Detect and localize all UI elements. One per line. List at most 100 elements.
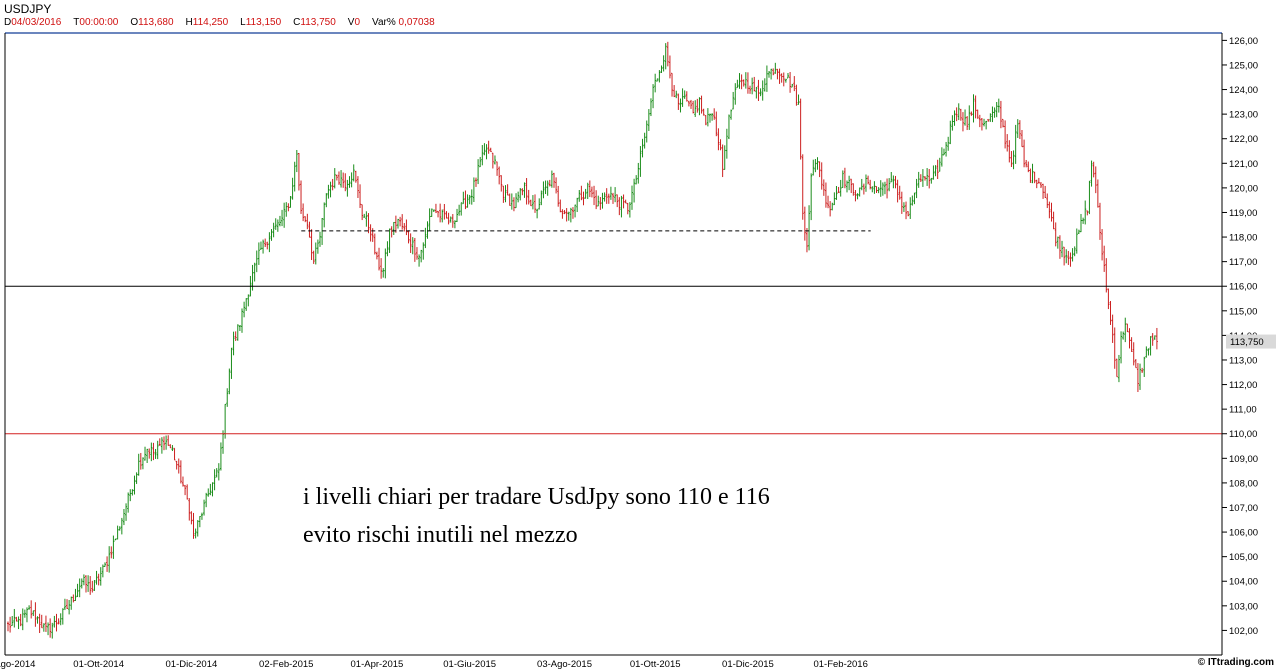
ohlc-bar (835, 185, 838, 200)
date-axis: 01-Ago-2014 01-Ott-2014 01-Dic-2014 02-Feb-… (0, 659, 868, 669)
ohlc-bar (401, 214, 404, 230)
ohlc-bar (789, 71, 792, 93)
ohlc-bar (869, 179, 872, 190)
ohlc-bar (297, 152, 300, 191)
ohlc-bar (1039, 181, 1042, 189)
ohlc-bar (114, 538, 117, 541)
ohlc-bar (985, 120, 988, 130)
x-tick-label: 01-Ott-2015 (630, 659, 681, 669)
ohlc-bar (1048, 201, 1051, 219)
ohlc-bar (55, 613, 58, 632)
ohlc-bar (394, 215, 397, 233)
ohlc-bar (567, 211, 570, 221)
ohlc-bar (649, 98, 652, 117)
ohlc-bar (167, 435, 170, 446)
ohlc-bar (616, 194, 619, 208)
ohlc-bar (314, 242, 317, 265)
ohlc-bar (215, 468, 218, 478)
ohlc-bar (293, 161, 296, 192)
chart-header: USDJPY D04/03/2016 T00:00:00 O113,680 H114,… (4, 2, 447, 29)
y-tick-label: 110,00 (1229, 429, 1257, 440)
ohlc-bar (1014, 124, 1017, 164)
ohlc-bar (369, 224, 372, 242)
ohlc-bar (1088, 180, 1091, 215)
ohlc-bar (1143, 356, 1146, 377)
ohlc-bar (87, 575, 90, 592)
ohlc-bar (945, 141, 948, 157)
ohlc-bar (708, 113, 711, 123)
ohlc-bar (217, 463, 220, 481)
ohlc-bar (506, 184, 509, 196)
ohlc-bar (930, 177, 933, 184)
ohlc-bar (327, 184, 330, 199)
ohlc-bar (1105, 258, 1108, 293)
ohlc-bar (900, 191, 903, 214)
ohlc-bar (694, 100, 697, 117)
ohlc-bar (344, 173, 347, 192)
x-tick-label: 01-Ott-2014 (73, 659, 124, 669)
ohlc-bar (112, 535, 115, 559)
ohlc-bar (456, 208, 459, 223)
ohlc-bar (512, 197, 515, 212)
ohlc-bar (321, 218, 324, 245)
ohlc-bar (1120, 331, 1123, 364)
ohlc-bar (858, 187, 861, 197)
ohlc-bar (181, 476, 184, 487)
ohlc-bar (312, 250, 315, 264)
y-tick-label: 124,00 (1229, 85, 1258, 96)
ohlc-bar (972, 94, 975, 123)
ohlc-bar (162, 436, 165, 451)
ohlc-bar (171, 445, 174, 452)
ohlc-bar (734, 83, 737, 105)
ohlc-bar (915, 178, 918, 199)
horizontal-levels (5, 230, 1222, 435)
ohlc-bar (664, 43, 667, 70)
ohlc-field: O113,680 (130, 17, 179, 28)
ohlc-bar (179, 460, 182, 484)
ohlc-bar (432, 209, 435, 212)
ohlc-bar (462, 191, 465, 205)
ohlc-bar (671, 72, 674, 97)
ohlc-bar (169, 444, 172, 449)
ohlc-bar (21, 608, 24, 631)
ohlc-bar (325, 193, 328, 208)
ohlc-bar (751, 77, 754, 95)
ohlc-bar (428, 208, 431, 231)
ohlc-bar (1037, 177, 1040, 184)
ohlc-bar (793, 76, 796, 92)
ohlc-bar (78, 578, 81, 598)
y-tick-label: 109,00 (1229, 454, 1258, 465)
ohlc-bar (681, 88, 684, 107)
ohlc-bar (1075, 228, 1078, 254)
ohlc-bar (133, 475, 136, 495)
y-tick-label: 125,00 (1229, 60, 1258, 71)
ohlc-bar (620, 195, 623, 218)
ohlc-bar (80, 578, 83, 589)
ohlc-bar (1008, 140, 1011, 163)
ohlc-bar (49, 618, 52, 638)
y-tick-label: 108,00 (1229, 478, 1258, 489)
ohlc-bar (36, 616, 39, 624)
ohlc-bar (677, 93, 680, 110)
ohlc-bar (1134, 359, 1137, 369)
ohlc-bar (150, 442, 153, 462)
ohlc-bar (1136, 363, 1139, 393)
ohlc-tag: T (73, 17, 80, 28)
ohlc-bar (1029, 168, 1032, 183)
ohlc-bar (590, 186, 593, 198)
ohlc-bar (704, 115, 707, 126)
ohlc-bar (879, 180, 882, 197)
ohlc-bar (354, 170, 357, 183)
ohlc-bar (776, 68, 779, 80)
ohlc-bar (283, 202, 286, 228)
ohlc-bar (287, 203, 290, 212)
y-tick-label: 106,00 (1229, 528, 1258, 539)
ohlc-bar (135, 472, 138, 484)
ohlc-bar (630, 185, 633, 210)
ohlc-bar (875, 186, 878, 193)
ohlc-bar (346, 179, 349, 197)
ohlc-bar (1025, 159, 1028, 168)
ohlc-bar (864, 174, 867, 192)
ohlc-bar (306, 213, 309, 230)
